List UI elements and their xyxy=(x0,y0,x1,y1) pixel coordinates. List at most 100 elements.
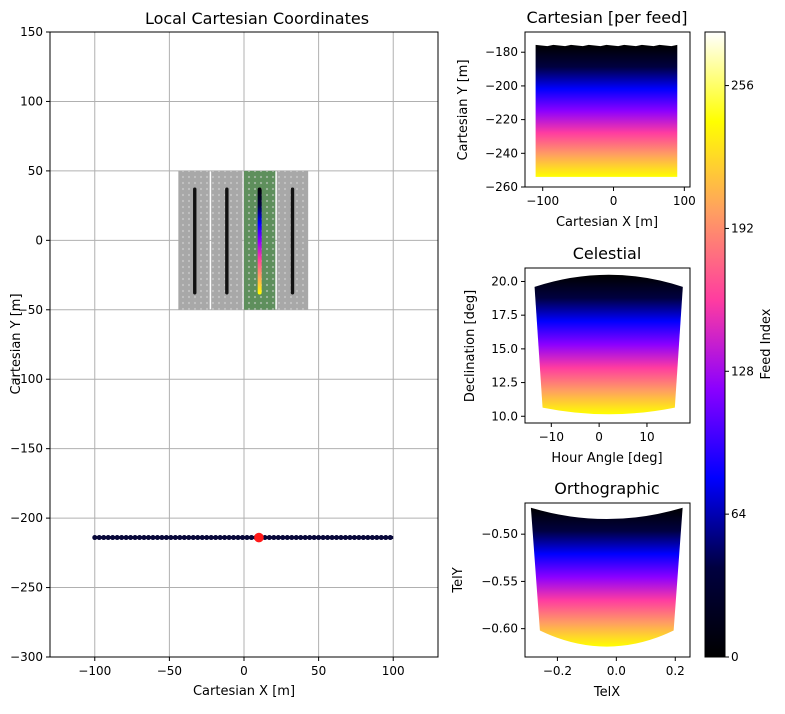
scan-track-point xyxy=(293,535,299,541)
cartesian-y-axis-label: Cartesian Y [m] xyxy=(456,59,471,160)
cartesian-x-tick-label: 100 xyxy=(673,194,696,208)
celestial-chart-title: Celestial xyxy=(573,244,642,263)
orthographic-feed-map xyxy=(530,507,683,647)
scan-track-point xyxy=(334,535,340,541)
colorbar-ticks: 0 64 128 192 256 xyxy=(725,79,754,664)
scan-track-point xyxy=(204,535,210,541)
cartesian-y-tick-label: −220 xyxy=(485,113,518,127)
local-y-tick-label: −250 xyxy=(10,581,43,595)
scan-track-point xyxy=(383,535,389,541)
scan-track-point xyxy=(325,535,331,541)
local-x-axis-label: Cartesian X [m] xyxy=(193,684,295,699)
scan-track-point xyxy=(302,535,308,541)
scan-track-point xyxy=(199,535,205,541)
scan-track-point xyxy=(213,535,219,541)
colorbar-bar xyxy=(704,31,726,658)
scan-track-point xyxy=(163,535,169,541)
cartesian-per-feed-chart: Cartesian [per feed] −100 0 100 −260−240−2… xyxy=(456,8,696,230)
colorbar-tick-label: 0 xyxy=(731,650,739,664)
local-y-axis-label: Cartesian Y [m] xyxy=(9,293,24,394)
local-x-tick-label: −50 xyxy=(157,664,182,678)
cartesian-chart-title: Cartesian [per feed] xyxy=(526,8,687,27)
colorbar-tick-label: 256 xyxy=(731,79,754,93)
scan-track-point xyxy=(177,535,183,541)
local-y-tick-label: 150 xyxy=(20,25,43,39)
current-position-marker xyxy=(254,532,264,543)
colorbar-tick-label: 64 xyxy=(731,507,746,521)
colorbar-tick-label: 192 xyxy=(731,221,754,235)
orthographic-y-tick-label: −0.55 xyxy=(481,574,518,588)
celestial-x-tick-label: 10 xyxy=(639,430,654,444)
scan-track-point xyxy=(132,535,138,541)
local-y-tick-label: −50 xyxy=(18,303,43,317)
scan-track-point xyxy=(105,535,111,541)
scan-track-point xyxy=(96,535,102,541)
scan-track-point xyxy=(307,535,313,541)
scan-track-point xyxy=(347,535,353,541)
scan-track-point xyxy=(145,535,151,541)
scan-track-point xyxy=(351,535,357,541)
orthographic-y-tick-label: −0.50 xyxy=(481,527,518,541)
scan-track-point xyxy=(217,535,223,541)
scan-track-point xyxy=(369,535,375,541)
colorbar-label: Feed Index xyxy=(759,308,774,379)
celestial-y-axis-label: Declination [deg] xyxy=(463,290,478,402)
cartesian-y-tick-label: −240 xyxy=(485,146,518,160)
scan-track-point xyxy=(231,535,237,541)
local-cartesian-chart: Local Cartesian Coordinates −100 −50 0 50 10… xyxy=(9,9,439,699)
cartesian-y-tick-label: −200 xyxy=(485,79,518,93)
celestial-feed-map xyxy=(534,274,683,415)
scan-track-point xyxy=(222,535,228,541)
orthographic-y-axis-label: TelY xyxy=(451,567,466,593)
orthographic-x-axis-label: TelX xyxy=(593,685,620,700)
local-y-tick-label: 100 xyxy=(20,94,43,108)
cartesian-y-ticks: −260 −240 −220 −200 −180 xyxy=(485,45,525,194)
local-y-tick-label: 50 xyxy=(28,164,43,178)
local-y-tick-label: 0 xyxy=(35,233,43,247)
scan-track-point xyxy=(195,535,201,541)
scan-track-point xyxy=(114,535,120,541)
celestial-y-tick-label: 12.5 xyxy=(491,376,518,390)
orthographic-y-tick-label: −0.60 xyxy=(481,622,518,636)
scan-track-point xyxy=(378,535,384,541)
local-x-tick-label: −100 xyxy=(78,664,111,678)
scan-track-point xyxy=(262,535,268,541)
scan-track-point xyxy=(168,535,174,541)
scan-track-point xyxy=(235,535,241,541)
cartesian-y-tick-label: −180 xyxy=(485,45,518,59)
celestial-chart: Celestial −10 0 10 10.0 12.5 15.0 17.5 20.0 Ho… xyxy=(463,244,691,466)
orthographic-x-ticks: −0.2 0.0 0.2 xyxy=(543,657,685,678)
scan-track-point xyxy=(248,535,254,541)
cartesian-y-tick-label: −260 xyxy=(485,180,518,194)
feed-line xyxy=(225,187,229,295)
celestial-heatmap xyxy=(534,274,683,415)
active-feed-line xyxy=(257,187,262,295)
cartesian-x-tick-label: −100 xyxy=(526,194,559,208)
celestial-x-ticks: −10 0 10 xyxy=(539,423,655,444)
scan-track-point xyxy=(172,535,178,541)
scan-track-point xyxy=(316,535,322,541)
scan-track-point xyxy=(190,535,196,541)
local-grid xyxy=(50,31,438,658)
cartesian-x-ticks: −100 0 100 xyxy=(526,187,696,208)
scan-track-point xyxy=(244,535,250,541)
local-y-tick-label: −150 xyxy=(10,442,43,456)
cartesian-x-axis-label: Cartesian X [m] xyxy=(556,215,658,230)
scan-track-point xyxy=(137,535,143,541)
celestial-y-ticks: 10.0 12.5 15.0 17.5 20.0 xyxy=(491,274,525,423)
cartesian-feed-map xyxy=(535,44,678,177)
feed-line xyxy=(193,187,197,295)
scan-track-point xyxy=(338,535,344,541)
local-x-tick-label: 0 xyxy=(240,664,248,678)
local-x-tick-label: 100 xyxy=(382,664,405,678)
scan-track-point xyxy=(101,535,107,541)
celestial-x-tick-label: 0 xyxy=(595,430,603,444)
scan-track-point xyxy=(342,535,348,541)
scan-track-point xyxy=(329,535,335,541)
orthographic-axes-frame xyxy=(524,502,691,658)
cartesian-heatmap xyxy=(535,44,678,177)
scan-track-point xyxy=(298,535,304,541)
cartesian-axes-frame xyxy=(524,31,691,188)
local-x-ticks: −100 −50 0 50 100 xyxy=(78,657,405,678)
scan-track-point xyxy=(119,535,125,541)
